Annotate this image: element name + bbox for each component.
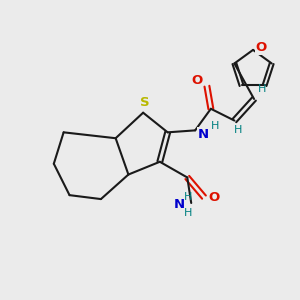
Text: H: H bbox=[234, 125, 242, 135]
Text: S: S bbox=[140, 96, 150, 110]
Text: H: H bbox=[184, 192, 193, 202]
Text: H: H bbox=[211, 122, 219, 131]
Text: O: O bbox=[255, 41, 266, 54]
Text: H: H bbox=[184, 208, 193, 218]
Text: O: O bbox=[208, 190, 219, 204]
Text: H: H bbox=[258, 84, 266, 94]
Text: N: N bbox=[174, 199, 185, 212]
Text: O: O bbox=[191, 74, 203, 87]
Text: N: N bbox=[197, 128, 208, 141]
